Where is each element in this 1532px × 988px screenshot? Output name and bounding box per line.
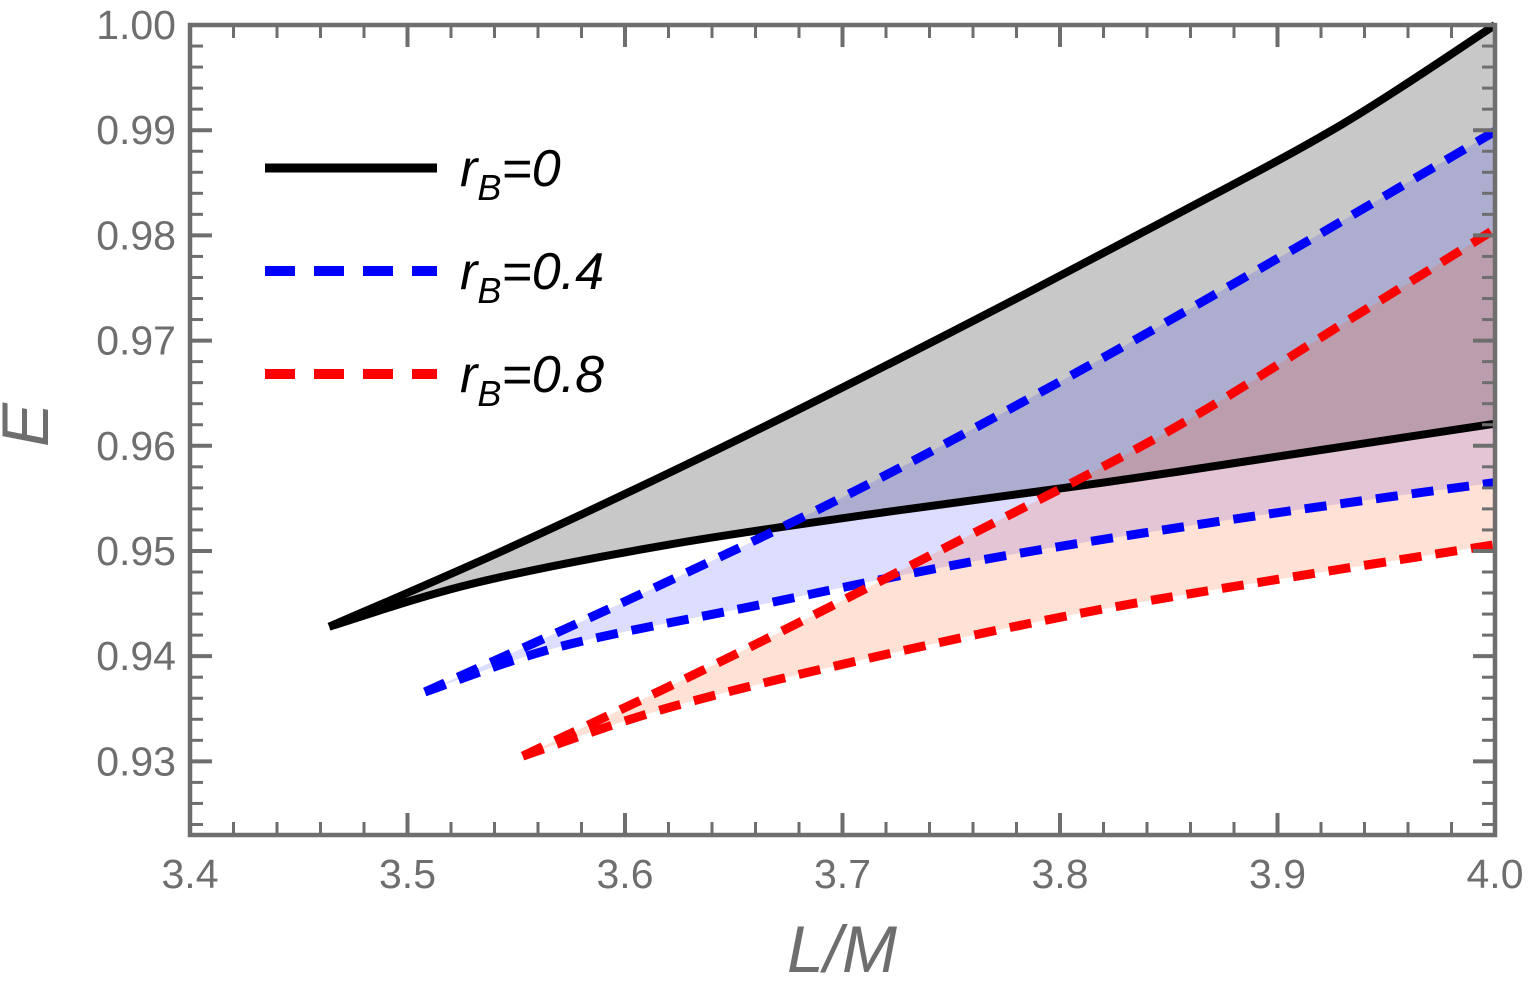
x-tick-label-3.6: 3.6 (597, 851, 654, 897)
legend-label-rb08-base: r (460, 346, 480, 404)
series-rb0-lower-curve (328, 419, 1496, 631)
y-tick-label-0.93: 0.93 (96, 738, 176, 784)
legend-label-rb0: rB=0 (460, 140, 561, 208)
tick-labels: 3.4 3.5 3.6 3.7 3.8 3.9 4.0 0.93 0.94 0.95 0.96 0.9… (96, 2, 1523, 897)
series-rb08-region (522, 229, 1495, 757)
x-tick-label-3.5: 3.5 (379, 851, 436, 897)
series-rb08-lower-curve (521, 540, 1496, 761)
x-tick-label-3.8: 3.8 (1032, 851, 1089, 897)
x-tick-label-3.4: 3.4 (162, 851, 219, 897)
legend-label-rb04: rB=0.4 (460, 243, 604, 311)
legend-label-rb0-sub: B (477, 167, 501, 208)
x-axis-label: L/M (787, 912, 897, 986)
legend-label-rb04-sub: B (477, 270, 501, 311)
y-tick-label-0.98: 0.98 (96, 212, 176, 258)
x-tick-label-3.9: 3.9 (1249, 851, 1306, 897)
series-rb04-upper-curve (423, 127, 1498, 697)
axis-ticks (188, 23, 1497, 835)
legend-label-rb04-base: r (460, 243, 480, 301)
series-rb08-upper-curve (520, 225, 1498, 761)
x-tick-label-4.0: 4.0 (1467, 851, 1524, 897)
legend-label-rb08: rB=0.8 (460, 346, 604, 414)
y-tick-label-0.95: 0.95 (96, 528, 176, 574)
legend: rB=0 rB=0.4 rB=0.8 (460, 140, 604, 414)
y-tick-label-0.96: 0.96 (96, 423, 176, 469)
series-rb0-upper-curve (327, 21, 1498, 631)
legend-label-rb0-base: r (460, 140, 480, 198)
y-tick-label-1.00: 1.00 (96, 2, 176, 48)
legend-label-rb08-sub: B (477, 373, 501, 414)
series-rb04-lower-curve (423, 478, 1496, 697)
series-rb04-region (424, 131, 1495, 692)
y-tick-label-0.94: 0.94 (96, 633, 176, 679)
x-tick-label-3.7: 3.7 (814, 851, 871, 897)
legend-label-rb08-rest: =0.8 (501, 346, 604, 404)
y-tick-label-0.99: 0.99 (96, 107, 176, 153)
legend-label-rb04-rest: =0.4 (501, 243, 604, 301)
y-tick-label-0.97: 0.97 (96, 318, 176, 364)
legend-label-rb0-rest: =0 (501, 140, 560, 198)
curves (327, 21, 1498, 761)
legend-swatches (265, 163, 437, 379)
y-axis-label: E (0, 402, 62, 447)
